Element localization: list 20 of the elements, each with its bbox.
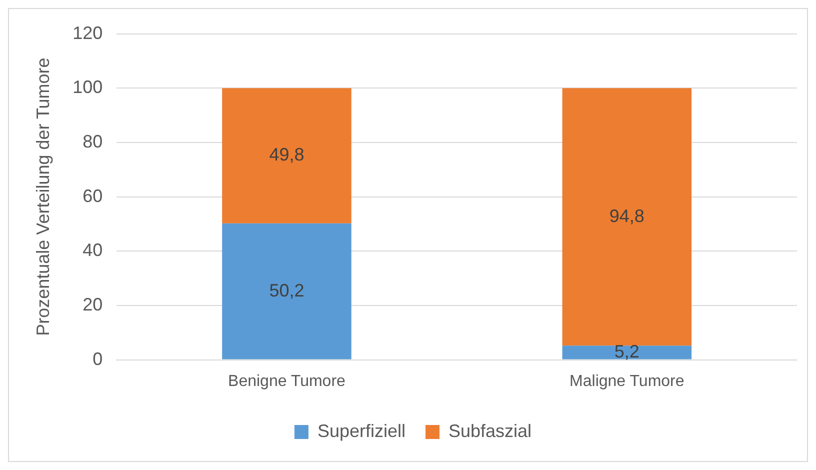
data-label: 49,8 bbox=[269, 144, 304, 165]
bar bbox=[562, 346, 692, 360]
y-tick-label: 40 bbox=[82, 240, 103, 260]
x-tick-label: Maligne Tumore bbox=[570, 372, 684, 390]
bar bbox=[222, 88, 352, 224]
y-axis-title: Prozentuale Verteilung der Tumore bbox=[32, 58, 53, 336]
legend-label: Superfiziell bbox=[317, 420, 406, 441]
data-label: 94,8 bbox=[609, 206, 644, 226]
data-label: 5,2 bbox=[614, 341, 640, 362]
y-tick-label: 120 bbox=[72, 22, 103, 43]
bar bbox=[222, 223, 352, 360]
y-tick-label: 20 bbox=[82, 294, 103, 314]
y-tick-label: 0 bbox=[92, 348, 103, 369]
y-tick-label: 80 bbox=[82, 131, 103, 152]
x-tick-label: Benigne Tumore bbox=[228, 372, 346, 390]
y-tick-label: 100 bbox=[72, 77, 103, 98]
y-tick-label: 60 bbox=[82, 186, 103, 206]
legend-label: Subfaszial bbox=[448, 420, 532, 441]
data-label: 50,2 bbox=[269, 280, 304, 300]
bar bbox=[562, 88, 692, 346]
